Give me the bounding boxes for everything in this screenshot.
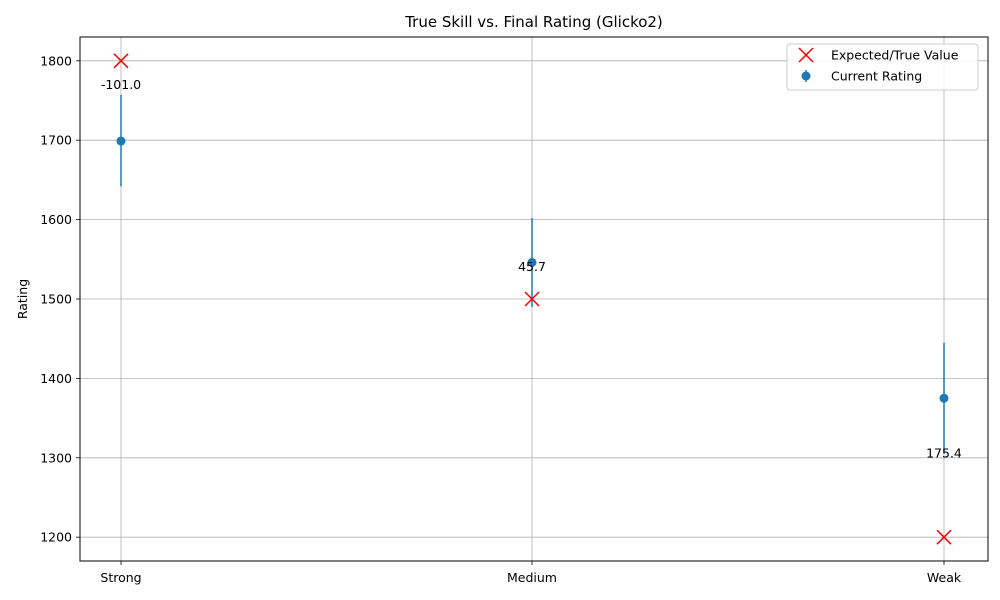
legend-box — [786, 43, 979, 91]
current-rating-point — [939, 393, 949, 403]
y-tick-label: 1600 — [40, 212, 72, 227]
y-tick-label: 1300 — [40, 450, 72, 465]
y-tick-label: 1800 — [40, 53, 72, 68]
y-tick-label: 1400 — [40, 371, 72, 386]
chart-title: True Skill vs. Final Rating (Glicko2) — [404, 13, 663, 31]
current-rating-point — [116, 136, 126, 146]
expected-value-marker — [524, 291, 540, 307]
y-tick-label: 1200 — [40, 530, 72, 545]
axis-layer: Strong Medium Weak 1200 1300 1400 1500 1600 1700… — [40, 53, 962, 585]
x-tick-label: Strong — [100, 570, 141, 585]
legend-label-current: Current Rating — [831, 69, 922, 84]
x-tick-label: Medium — [507, 570, 557, 585]
y-tick-label: 1700 — [40, 133, 72, 148]
difference-annotation: 45.7 — [518, 259, 546, 274]
current-rating-point — [527, 257, 537, 267]
legend-label-expected: Expected/True Value — [831, 48, 959, 63]
y-tick-label: 1500 — [40, 292, 72, 307]
data-layer: -101.0 45.7 175.4 — [101, 53, 962, 545]
x-tick-label: Weak — [927, 570, 962, 585]
legend: Expected/True Value Current Rating — [786, 43, 979, 91]
expected-value-marker — [936, 529, 952, 545]
legend-marker-expected — [798, 47, 814, 63]
expected-value-marker — [113, 53, 129, 69]
difference-annotation: -101.0 — [101, 77, 141, 92]
y-axis-label: Rating — [15, 279, 30, 319]
difference-annotation: 175.4 — [926, 446, 962, 461]
legend-marker-current — [801, 71, 811, 81]
